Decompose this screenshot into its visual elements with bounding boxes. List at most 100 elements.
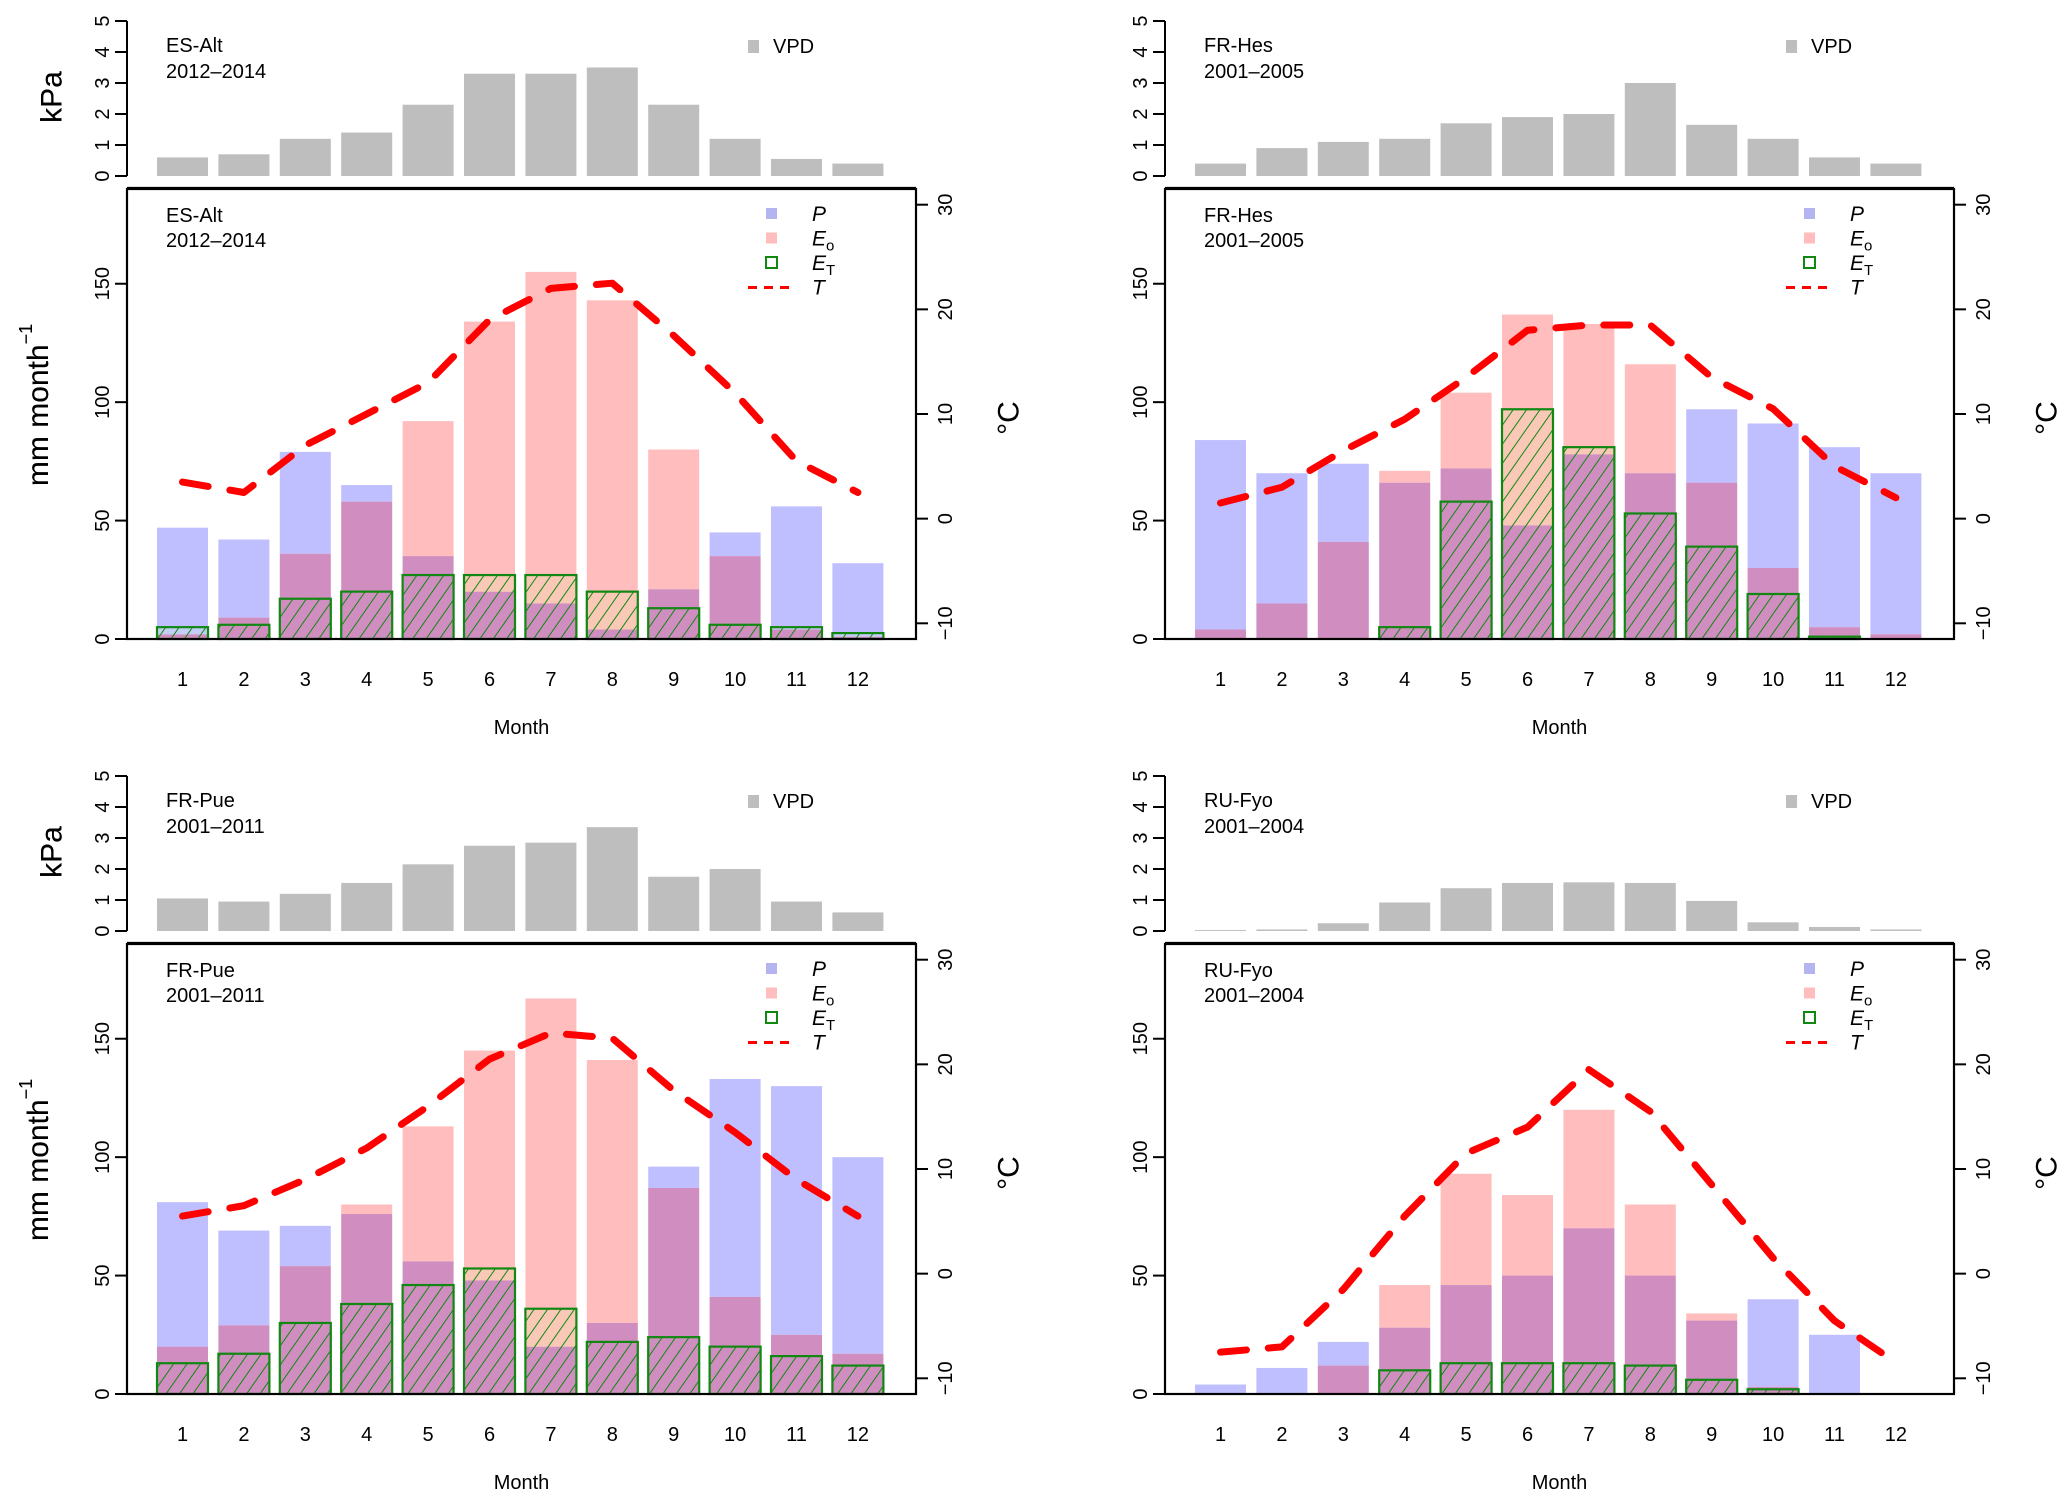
p-bar [157, 527, 208, 635]
right-y-tick-label: 30 [935, 949, 957, 971]
vpd-subplot: 0 1 2 3 4 5 kPa ES-Alt 2012–2014 VPD [36, 15, 916, 190]
vpd-y-tick-label: 4 [1130, 46, 1152, 57]
eo-bar [1686, 1313, 1738, 1321]
legend-swatch-et [1803, 256, 1816, 269]
vpd-bar [1195, 930, 1246, 931]
legend-label-main: T [1850, 1032, 1865, 1055]
p-eo-overlap-bar [1317, 541, 1369, 639]
legend-label: Eo [812, 228, 834, 255]
vpd-y-tick-label: 5 [1130, 15, 1152, 26]
et-bar [585, 1340, 639, 1396]
main-period-label: 2012–2014 [166, 230, 266, 252]
et-bar [1685, 1378, 1739, 1396]
eo-bar [586, 300, 638, 630]
vpd-subplot: 0 1 2 3 4 5 kPa FR-Pue 2001–2011 VPD [36, 770, 916, 945]
right-y-tick-label: 30 [935, 194, 957, 216]
legend-item-p: P [766, 958, 826, 981]
main-y-tick-label: 0 [1130, 633, 1152, 644]
vpd-bar [279, 893, 331, 931]
legend-item-eo: Eo [1804, 228, 1872, 255]
p-bar [1256, 1367, 1308, 1394]
legend-label-main: P [1850, 203, 1864, 226]
main-site-label: FR-Pue [166, 960, 235, 982]
temperature-line [1217, 321, 1900, 507]
vpd-site-label: ES-Alt [166, 35, 223, 57]
month-tick-label: 7 [545, 669, 556, 691]
legend-label: ET [812, 252, 835, 279]
month-tick-label: 3 [1338, 669, 1349, 691]
p-bar [1317, 463, 1369, 542]
vpd-legend-swatch [748, 40, 759, 53]
eo-bar [1379, 470, 1431, 483]
month-tick-label: 11 [786, 1424, 807, 1446]
p-bar [771, 1086, 822, 1335]
main-y-tick-label: 150 [1130, 267, 1152, 300]
vpd-period-label: 2001–2004 [1204, 816, 1304, 838]
vpd-y-axis-title: kPa [36, 826, 69, 878]
right-y-axis-title: °C [993, 401, 1026, 435]
legend-swatch-eo [1804, 232, 1815, 244]
vpd-legend-label: VPD [1811, 36, 1852, 58]
legend-item-eo: Eo [766, 228, 834, 255]
legend-label: Eo [812, 983, 834, 1010]
vpd-y-tick-label: 4 [92, 46, 114, 57]
et-bar [524, 1307, 578, 1396]
legend-item-et: ET [1803, 252, 1873, 279]
eo-bar [1502, 1195, 1553, 1276]
vpd-legend-label: VPD [1811, 791, 1852, 813]
vpd-bar [1747, 922, 1799, 931]
legend-label-main: P [812, 203, 826, 226]
p-eo-overlap-bar [1379, 482, 1431, 639]
main-y-axis-title-sup: −1 [16, 1079, 36, 1100]
et-bar [647, 607, 701, 641]
legend-label-sub: T [826, 262, 835, 279]
main-y-tick-label: 100 [1130, 1140, 1152, 1173]
et-bar [647, 1336, 701, 1396]
vpd-bar [648, 876, 700, 931]
legend-item-p: P [1804, 958, 1864, 981]
main-y-axis-title: mm month−1 [16, 1079, 55, 1241]
vpd-y-axis-title: kPa [36, 826, 69, 878]
main-y-tick-label: 0 [1130, 1388, 1152, 1399]
vpd-site-label: RU-Fyo [1204, 790, 1273, 812]
month-tick-label: 1 [1215, 1424, 1226, 1446]
vpd-y-tick-label: 3 [1130, 77, 1152, 88]
month-tick-label: 8 [1645, 669, 1656, 691]
et-bar [585, 590, 639, 641]
right-y-tick-label: −10 [935, 606, 957, 640]
right-y-tick-label: −10 [1973, 1361, 1995, 1395]
month-tick-label: 4 [1399, 669, 1410, 691]
vpd-y-tick-label: 5 [92, 770, 114, 781]
et-bar [769, 626, 824, 641]
vpd-bar [157, 157, 208, 176]
p-bar [1317, 1341, 1369, 1366]
main-y-tick-label: 150 [92, 267, 114, 300]
month-tick-label: 9 [668, 669, 679, 691]
right-y-tick-label: −10 [935, 1361, 957, 1395]
legend-item-t: T [748, 277, 827, 300]
eo-bar [648, 449, 700, 590]
legend-item-p: P [766, 203, 826, 226]
vpd-bar [1195, 163, 1246, 176]
vpd-y-tick-label: 5 [1130, 770, 1152, 781]
vpd-bar [832, 912, 884, 931]
eo-bar [1379, 1285, 1431, 1328]
et-bar [340, 590, 394, 641]
legend-label: ET [1850, 252, 1873, 279]
month-tick-label: 10 [1762, 669, 1784, 691]
et-bar [401, 573, 455, 641]
p-eo-overlap-bar [1195, 629, 1246, 639]
et-bar [401, 1283, 455, 1396]
et-bar [1623, 1364, 1677, 1396]
right-y-tick-label: 20 [935, 1053, 957, 1075]
legend-label-main: T [812, 277, 827, 300]
legend-item-eo: Eo [766, 983, 834, 1010]
right-y-tick-label: 10 [935, 1158, 957, 1180]
et-bar [831, 1364, 885, 1396]
right-y-tick-label: 10 [1973, 1158, 1995, 1180]
month-tick-label: 7 [1583, 1424, 1594, 1446]
vpd-bar [218, 901, 270, 931]
